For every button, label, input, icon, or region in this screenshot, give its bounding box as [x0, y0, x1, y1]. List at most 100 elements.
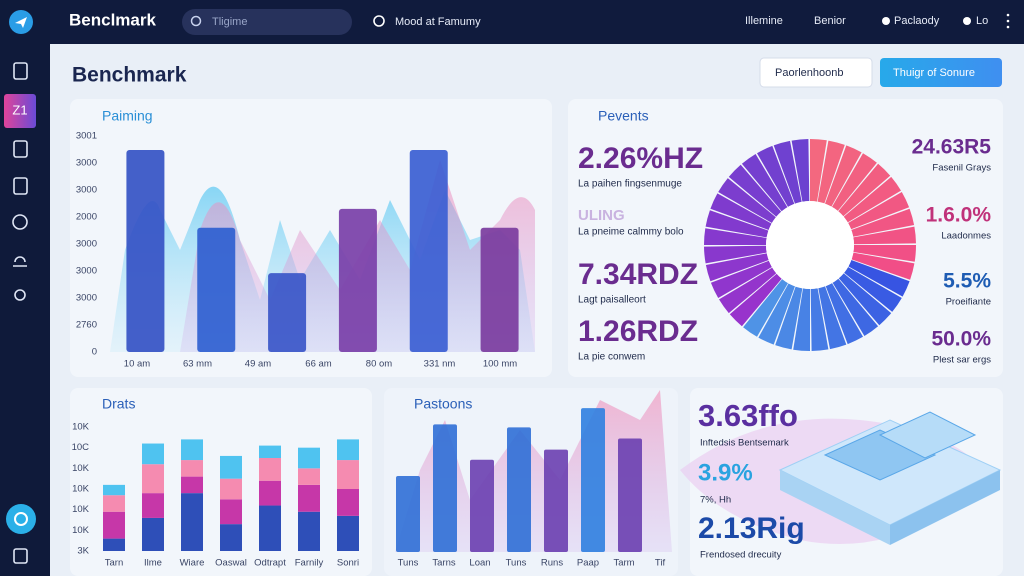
- bar-segment: [337, 460, 359, 489]
- nav-item[interactable]: Lo: [976, 15, 988, 27]
- nav-item[interactable]: Paclaody: [894, 15, 940, 27]
- y-tick-label: 3001: [76, 131, 97, 142]
- donut-segment: [810, 288, 829, 351]
- nav-item[interactable]: Benior: [814, 15, 846, 27]
- donut-segment: [775, 286, 803, 350]
- y-tick-label: 10K: [72, 484, 90, 495]
- y-tick-label: 0: [92, 347, 97, 358]
- settings-glyph: [14, 512, 28, 526]
- donut-segment: [853, 245, 917, 262]
- x-tick-label: Tuns: [506, 558, 527, 569]
- nav-link[interactable]: Mood at Famumy: [395, 16, 481, 28]
- x-tick-label: Tarm: [613, 558, 634, 569]
- x-tick-label: Odtrapt: [254, 558, 286, 569]
- brand: Benclmark: [69, 10, 156, 29]
- bar: [581, 408, 605, 552]
- donut-segment: [791, 139, 810, 202]
- bar-segment: [142, 517, 164, 551]
- bar-segment: [181, 439, 203, 461]
- bar-segment: [298, 511, 320, 551]
- donut-segment: [705, 210, 769, 238]
- bar-segment: [298, 484, 320, 512]
- bar-segment: [220, 455, 242, 479]
- donut-segment: [832, 278, 879, 336]
- bar: [433, 424, 457, 552]
- x-tick-label: Oaswal: [215, 558, 247, 569]
- donut-segment: [838, 273, 892, 326]
- x-tick-label: 80 om: [366, 359, 392, 370]
- y-tick-label: 10K: [72, 525, 90, 536]
- stat-value: 3.63ffo: [698, 398, 798, 433]
- donut-segment: [710, 260, 772, 298]
- x-tick-label: 100 mm: [483, 359, 517, 370]
- stat-label: La pneime calmmy bolo: [578, 227, 684, 238]
- bar-segment: [142, 493, 164, 518]
- bar-segment: [103, 484, 125, 496]
- panel-title: Pastoons: [414, 396, 472, 412]
- primary-button[interactable]: [880, 58, 1002, 87]
- stat-value: 3.9%: [698, 459, 753, 486]
- stat-label: Plest sar ergs: [933, 355, 991, 366]
- x-tick-label: Paap: [577, 558, 599, 569]
- bar: [470, 459, 494, 552]
- bar: [396, 476, 420, 552]
- donut-segment: [818, 286, 847, 350]
- y-tick-label: 3000: [76, 293, 97, 304]
- bar: [507, 427, 531, 552]
- nav-active[interactable]: [4, 94, 36, 128]
- nav-active-label: Z1: [12, 102, 27, 117]
- primary-button-label: Thuigr of Sonure: [893, 67, 975, 79]
- nav-icon[interactable]: [13, 256, 27, 267]
- bar: [338, 208, 377, 352]
- x-tick-label: Tarn: [105, 558, 123, 569]
- stat-value: 24.63R5: [912, 136, 992, 159]
- page-title: Benchmark: [72, 64, 187, 87]
- x-tick-label: Ilme: [144, 558, 162, 569]
- stat-value: 5.5%: [943, 270, 991, 293]
- nav-icon[interactable]: [13, 140, 28, 158]
- illustration-side: [780, 470, 890, 545]
- stat-label: La pie conwem: [578, 352, 645, 363]
- donut-segment: [729, 273, 782, 327]
- sidebar: [0, 0, 50, 576]
- x-tick-label: Wiare: [180, 558, 205, 569]
- bar: [268, 273, 307, 352]
- dropdown[interactable]: [759, 57, 873, 88]
- stat-value: 50.0%: [931, 328, 991, 351]
- bar-segment: [103, 511, 125, 539]
- nav-icon[interactable]: [13, 177, 28, 195]
- bar-segment: [181, 493, 203, 551]
- nav-icon[interactable]: [13, 62, 28, 80]
- x-tick-label: 10 am: [124, 359, 150, 370]
- bar: [126, 150, 165, 352]
- search-box[interactable]: [182, 9, 352, 35]
- donut-segment: [810, 138, 827, 202]
- bar-segment: [142, 443, 164, 465]
- panel-title: Pevents: [598, 108, 649, 124]
- donut-segment: [741, 154, 788, 212]
- donut-segment: [838, 163, 891, 217]
- link-icon: [373, 15, 385, 27]
- menu-dot: [1006, 25, 1010, 29]
- y-tick-label: 3000: [76, 266, 97, 277]
- donut-segment: [817, 140, 845, 204]
- nav-icon[interactable]: [13, 548, 28, 564]
- nav-item[interactable]: Illemine: [745, 15, 783, 27]
- donut-segment: [848, 192, 910, 230]
- nav-icon[interactable]: [14, 289, 26, 301]
- nav-icon[interactable]: [12, 214, 28, 230]
- donut-segment: [844, 267, 902, 312]
- search-placeholder: Tligime: [212, 16, 247, 28]
- illustration-side: [890, 470, 1000, 545]
- bar-segment: [298, 447, 320, 469]
- settings-button[interactable]: [6, 504, 36, 534]
- menu-dot: [1006, 19, 1010, 23]
- bar-segment: [337, 439, 359, 461]
- panel-title: Paiming: [102, 108, 153, 124]
- bar-segment: [142, 464, 164, 494]
- logo-glyph: [15, 17, 27, 28]
- y-tick-label: 2000: [76, 212, 97, 223]
- search-icon: [190, 15, 202, 27]
- y-tick-label: 10K: [72, 463, 90, 474]
